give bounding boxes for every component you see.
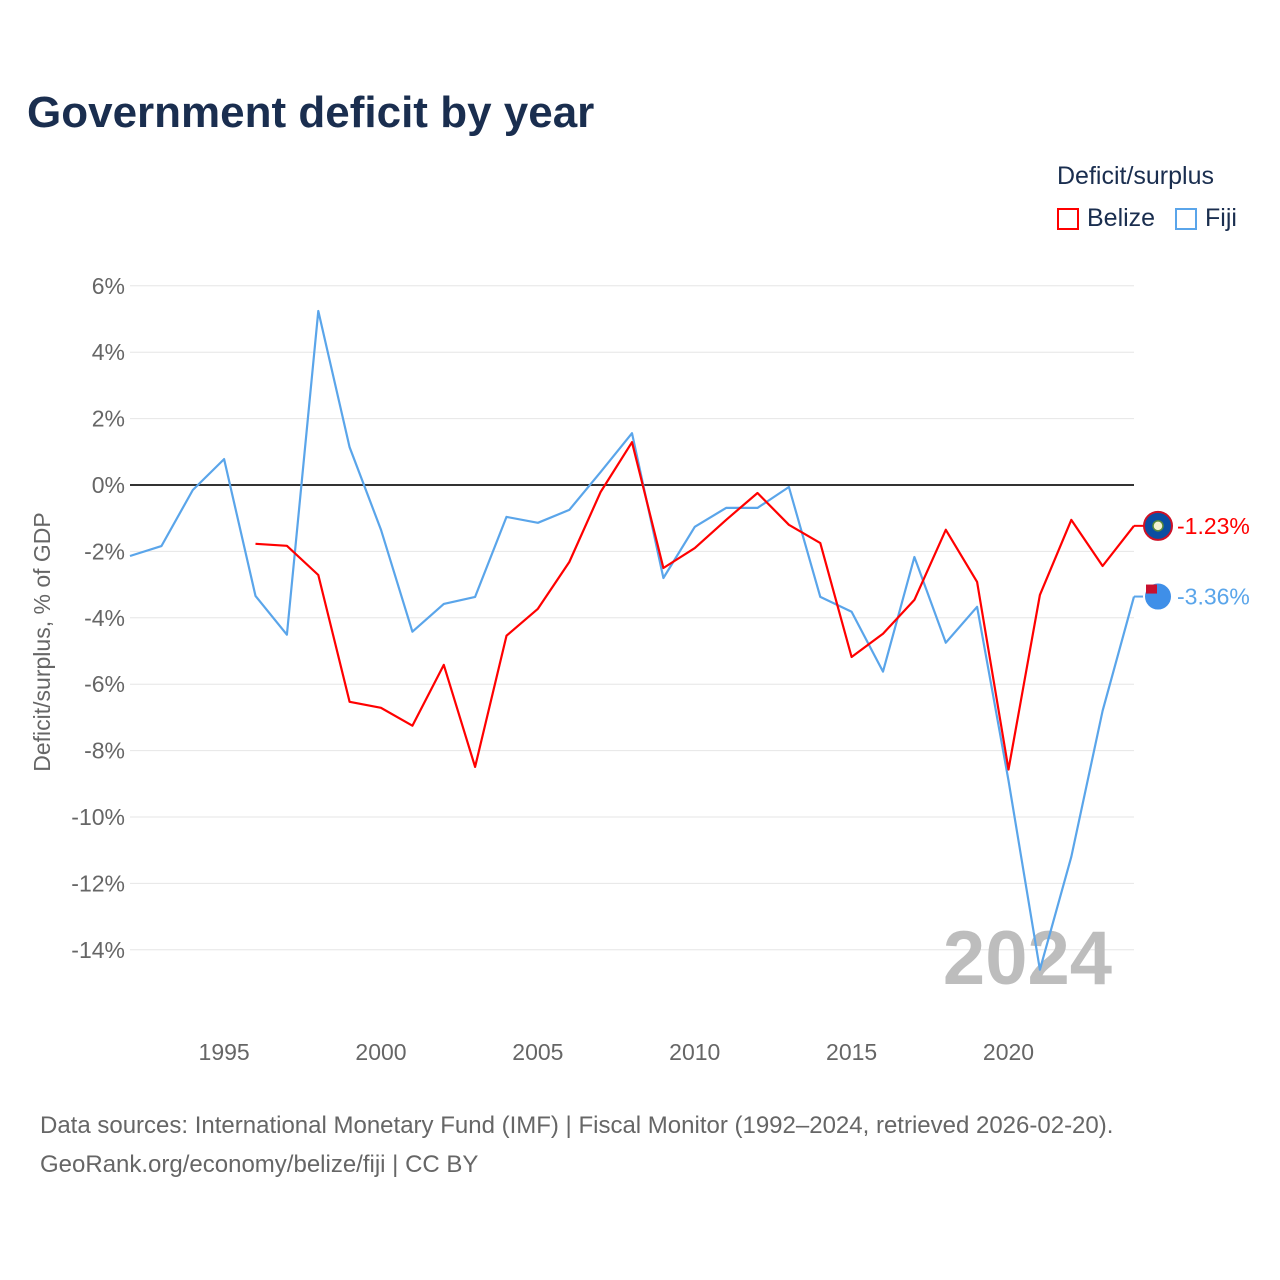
y-tick-label: -12% bbox=[71, 870, 125, 896]
flag-emblem-icon bbox=[1152, 520, 1164, 532]
x-tick-label: 2005 bbox=[512, 1039, 563, 1065]
end-value-label-fiji: -3.36% bbox=[1177, 584, 1250, 610]
flag-union-jack-icon bbox=[1146, 584, 1157, 594]
y-tick-label: 0% bbox=[92, 472, 125, 498]
footer-attribution: GeoRank.org/economy/belize/fiji | CC BY bbox=[40, 1151, 479, 1178]
x-tick-label: 2020 bbox=[983, 1039, 1034, 1065]
legend-title: Deficit/surplus bbox=[1057, 162, 1214, 190]
x-tick-label: 2015 bbox=[826, 1039, 877, 1065]
y-tick-label: -4% bbox=[84, 605, 125, 631]
legend-swatch-fiji bbox=[1175, 207, 1197, 230]
legend-item-fiji[interactable]: Fiji bbox=[1175, 204, 1237, 233]
y-tick-label: -8% bbox=[84, 738, 125, 764]
series-line-fiji bbox=[129, 309, 1136, 971]
x-tick-label: 1995 bbox=[199, 1039, 250, 1065]
y-tick-label: -14% bbox=[71, 937, 125, 963]
legend-item-belize[interactable]: Belize bbox=[1057, 204, 1155, 233]
year-watermark: 2024 bbox=[943, 916, 1112, 1001]
end-value-label-belize: -1.23% bbox=[1177, 513, 1250, 539]
footer: Data sources: International Monetary Fun… bbox=[40, 1106, 1113, 1184]
chart-title: Government deficit by year bbox=[27, 88, 595, 137]
series-line-belize bbox=[255, 441, 1135, 771]
footer-sources: Data sources: International Monetary Fun… bbox=[40, 1112, 1114, 1139]
y-tick-label: 6% bbox=[92, 273, 125, 299]
x-tick-label: 2000 bbox=[355, 1039, 406, 1065]
legend-swatch-belize bbox=[1057, 207, 1079, 230]
y-tick-label: 4% bbox=[92, 339, 125, 365]
y-tick-label: 2% bbox=[92, 406, 125, 432]
y-tick-label: -10% bbox=[71, 804, 125, 830]
y-tick-label: -6% bbox=[84, 671, 125, 697]
legend-label-fiji: Fiji bbox=[1205, 204, 1237, 232]
y-axis-label: Deficit/surplus, % of GDP bbox=[29, 512, 55, 771]
legend-label-belize: Belize bbox=[1087, 204, 1156, 232]
y-tick-label: -2% bbox=[84, 538, 125, 564]
x-tick-label: 2010 bbox=[669, 1039, 720, 1065]
